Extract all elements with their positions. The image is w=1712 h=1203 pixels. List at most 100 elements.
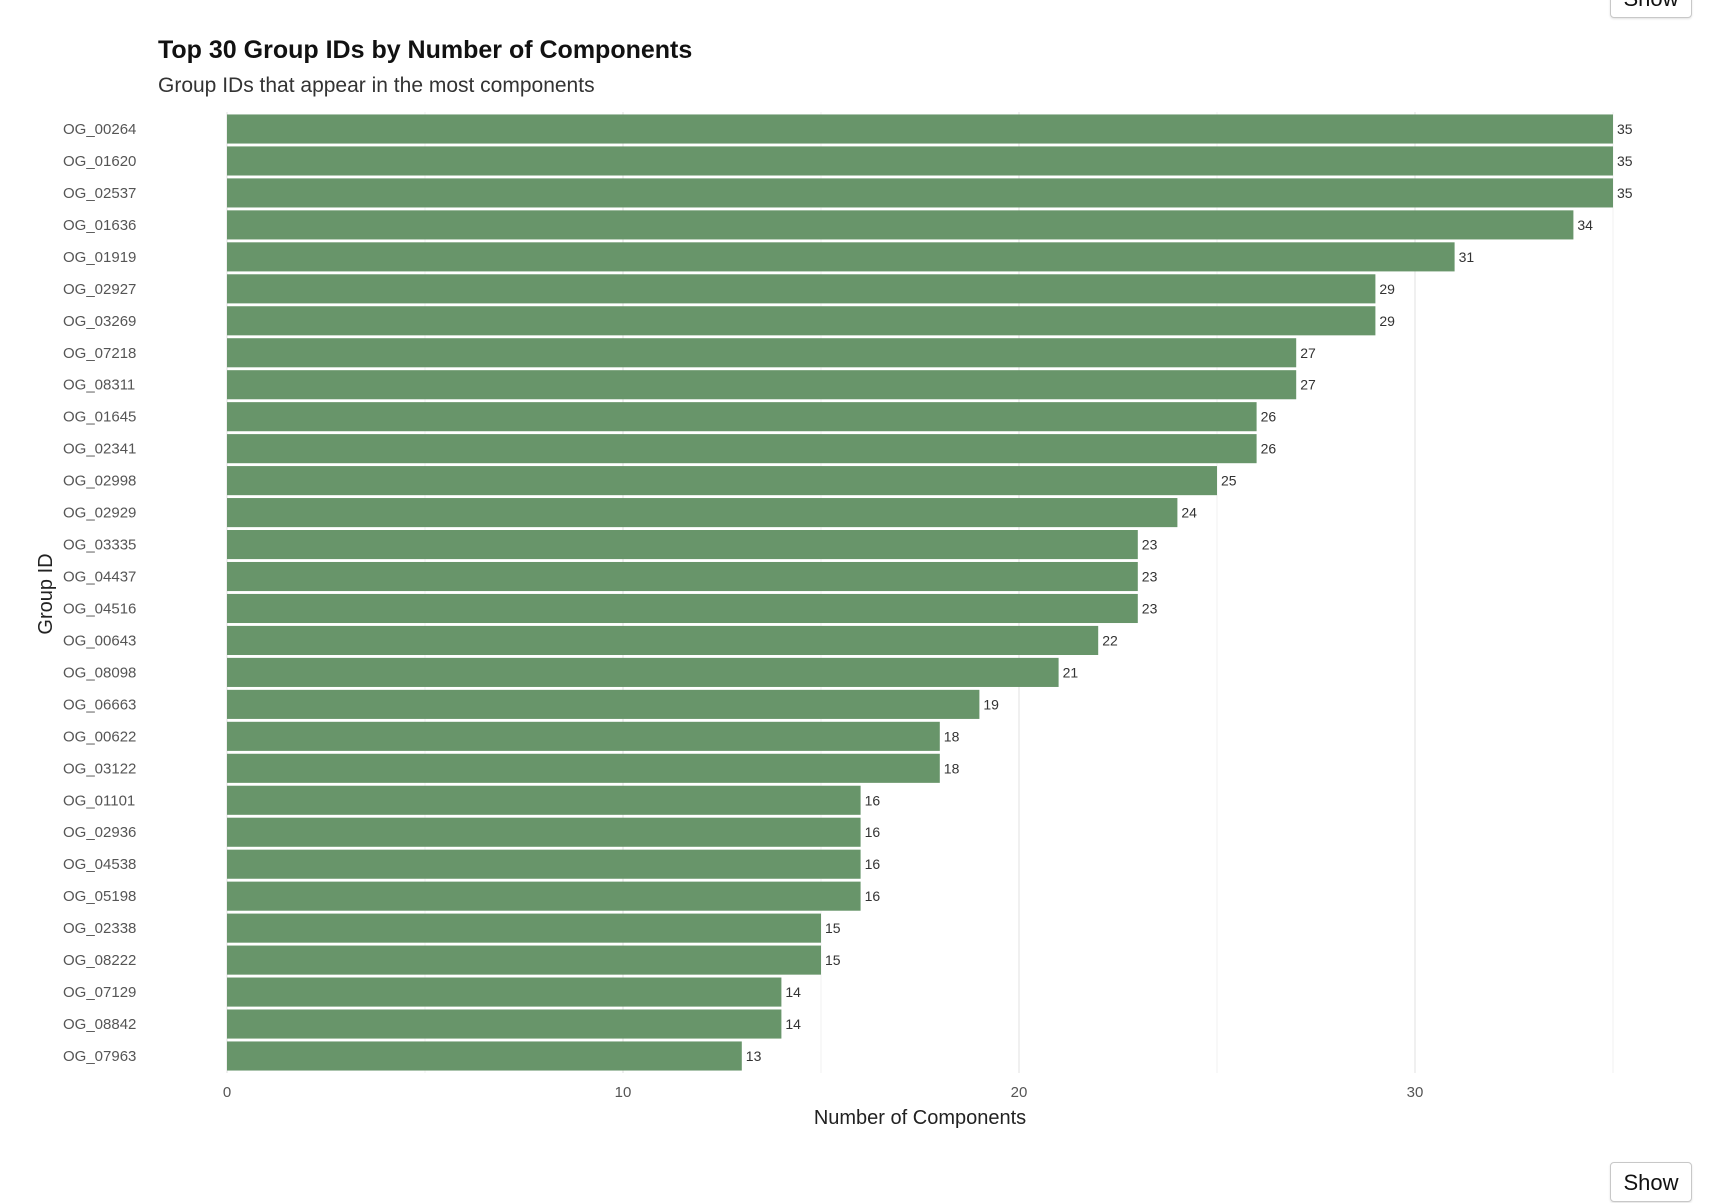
category-label: OG_02936 — [63, 824, 136, 841]
data-label: 31 — [1459, 249, 1475, 265]
data-label: 35 — [1617, 121, 1633, 137]
bar — [227, 146, 1613, 176]
bar — [227, 721, 940, 751]
bar — [227, 242, 1455, 272]
category-label: OG_02998 — [63, 473, 136, 490]
data-label: 15 — [825, 920, 841, 936]
data-label: 29 — [1379, 313, 1395, 329]
bar — [227, 178, 1613, 208]
bar — [227, 849, 861, 879]
data-label: 27 — [1300, 377, 1316, 393]
x-tick-label: 10 — [615, 1084, 632, 1101]
x-tick-layer: 0 10 20 30 — [223, 1084, 1424, 1101]
data-label: 19 — [983, 696, 999, 712]
bar — [227, 785, 861, 815]
data-label: 14 — [785, 1016, 801, 1032]
category-label: OG_03269 — [63, 313, 136, 330]
data-label: 35 — [1617, 153, 1633, 169]
category-label: OG_07963 — [63, 1048, 136, 1065]
data-label: 14 — [785, 984, 801, 1000]
bar — [227, 306, 1376, 336]
category-label: OG_01919 — [63, 249, 136, 266]
category-label: OG_08222 — [63, 952, 136, 969]
bar — [227, 1041, 742, 1071]
category-label: OG_05198 — [63, 888, 136, 905]
chart-subtitle: Group IDs that appear in the most compon… — [158, 74, 595, 97]
category-label: OG_08842 — [63, 1016, 136, 1033]
show-button-top[interactable]: Show — [1610, 0, 1692, 18]
bar — [227, 593, 1138, 624]
category-label: OG_03335 — [63, 537, 136, 554]
bar — [227, 338, 1297, 368]
x-tick-label: 20 — [1011, 1084, 1028, 1101]
bar — [227, 530, 1138, 560]
data-label: 34 — [1577, 217, 1593, 233]
category-label: OG_00643 — [63, 632, 136, 649]
data-label: 25 — [1221, 473, 1237, 489]
data-label: 29 — [1379, 281, 1395, 297]
category-label: OG_04437 — [63, 569, 136, 586]
category-label: OG_06663 — [63, 696, 136, 713]
data-label: 18 — [944, 728, 960, 744]
category-label: OG_01645 — [63, 409, 136, 426]
bar — [227, 498, 1178, 528]
bar — [227, 274, 1376, 304]
bar — [227, 402, 1257, 432]
category-label: OG_01101 — [63, 792, 135, 809]
value-label-layer: 35 35 35 34 31 29 29 27 27 26 26 25 24 23 23 23 22 21 19 18… — [746, 121, 1633, 1064]
category-label: OG_00622 — [63, 728, 136, 745]
data-label: 15 — [825, 952, 841, 968]
data-label: 27 — [1300, 345, 1316, 361]
category-label: OG_08311 — [63, 377, 135, 394]
bar — [227, 625, 1099, 655]
data-label: 21 — [1063, 664, 1079, 680]
category-label-layer: OG_00264 OG_01620 OG_02537 OG_01636 OG_01919… — [63, 121, 136, 1065]
data-label: 26 — [1261, 409, 1277, 425]
bar — [227, 370, 1297, 400]
bar — [227, 466, 1217, 496]
y-axis-title: Group ID — [35, 553, 57, 634]
show-button-bottom[interactable]: Show — [1610, 1162, 1692, 1202]
x-tick-label: 30 — [1407, 1084, 1424, 1101]
category-label: OG_04516 — [63, 600, 136, 617]
category-label: OG_02929 — [63, 505, 136, 522]
data-label: 16 — [865, 792, 881, 808]
data-label: 26 — [1261, 441, 1277, 457]
category-label: OG_02338 — [63, 920, 136, 937]
bar — [227, 881, 861, 911]
x-tick-label: 0 — [223, 1084, 231, 1101]
grid-layer — [226, 112, 1614, 1073]
data-label: 16 — [865, 888, 881, 904]
bar — [227, 689, 980, 719]
category-label: OG_07129 — [63, 984, 136, 1001]
x-axis-title: Number of Components — [814, 1107, 1026, 1129]
bar — [227, 210, 1574, 240]
data-label: 23 — [1142, 569, 1158, 585]
category-label: OG_01620 — [63, 153, 136, 170]
category-label: OG_07218 — [63, 345, 136, 362]
data-label: 16 — [865, 824, 881, 840]
category-label: OG_03122 — [63, 760, 136, 777]
data-label: 23 — [1142, 600, 1158, 616]
category-label: OG_02927 — [63, 281, 136, 298]
bar — [227, 114, 1613, 144]
category-label: OG_02341 — [63, 441, 136, 458]
bar — [227, 434, 1257, 464]
chart-title: Top 30 Group IDs by Number of Components — [158, 36, 692, 64]
category-label: OG_08098 — [63, 664, 136, 681]
data-label: 35 — [1617, 185, 1633, 201]
data-label: 22 — [1102, 632, 1118, 648]
category-label: OG_04538 — [63, 856, 136, 873]
bar — [227, 657, 1059, 687]
bar — [227, 945, 821, 975]
data-label: 23 — [1142, 537, 1158, 553]
data-label: 13 — [746, 1048, 762, 1064]
data-label: 16 — [865, 856, 881, 872]
data-label: 18 — [944, 760, 960, 776]
bar — [227, 817, 861, 847]
bar-layer — [227, 114, 1613, 1071]
bar — [227, 753, 940, 783]
bar — [227, 977, 782, 1007]
category-label: OG_00264 — [63, 121, 136, 138]
